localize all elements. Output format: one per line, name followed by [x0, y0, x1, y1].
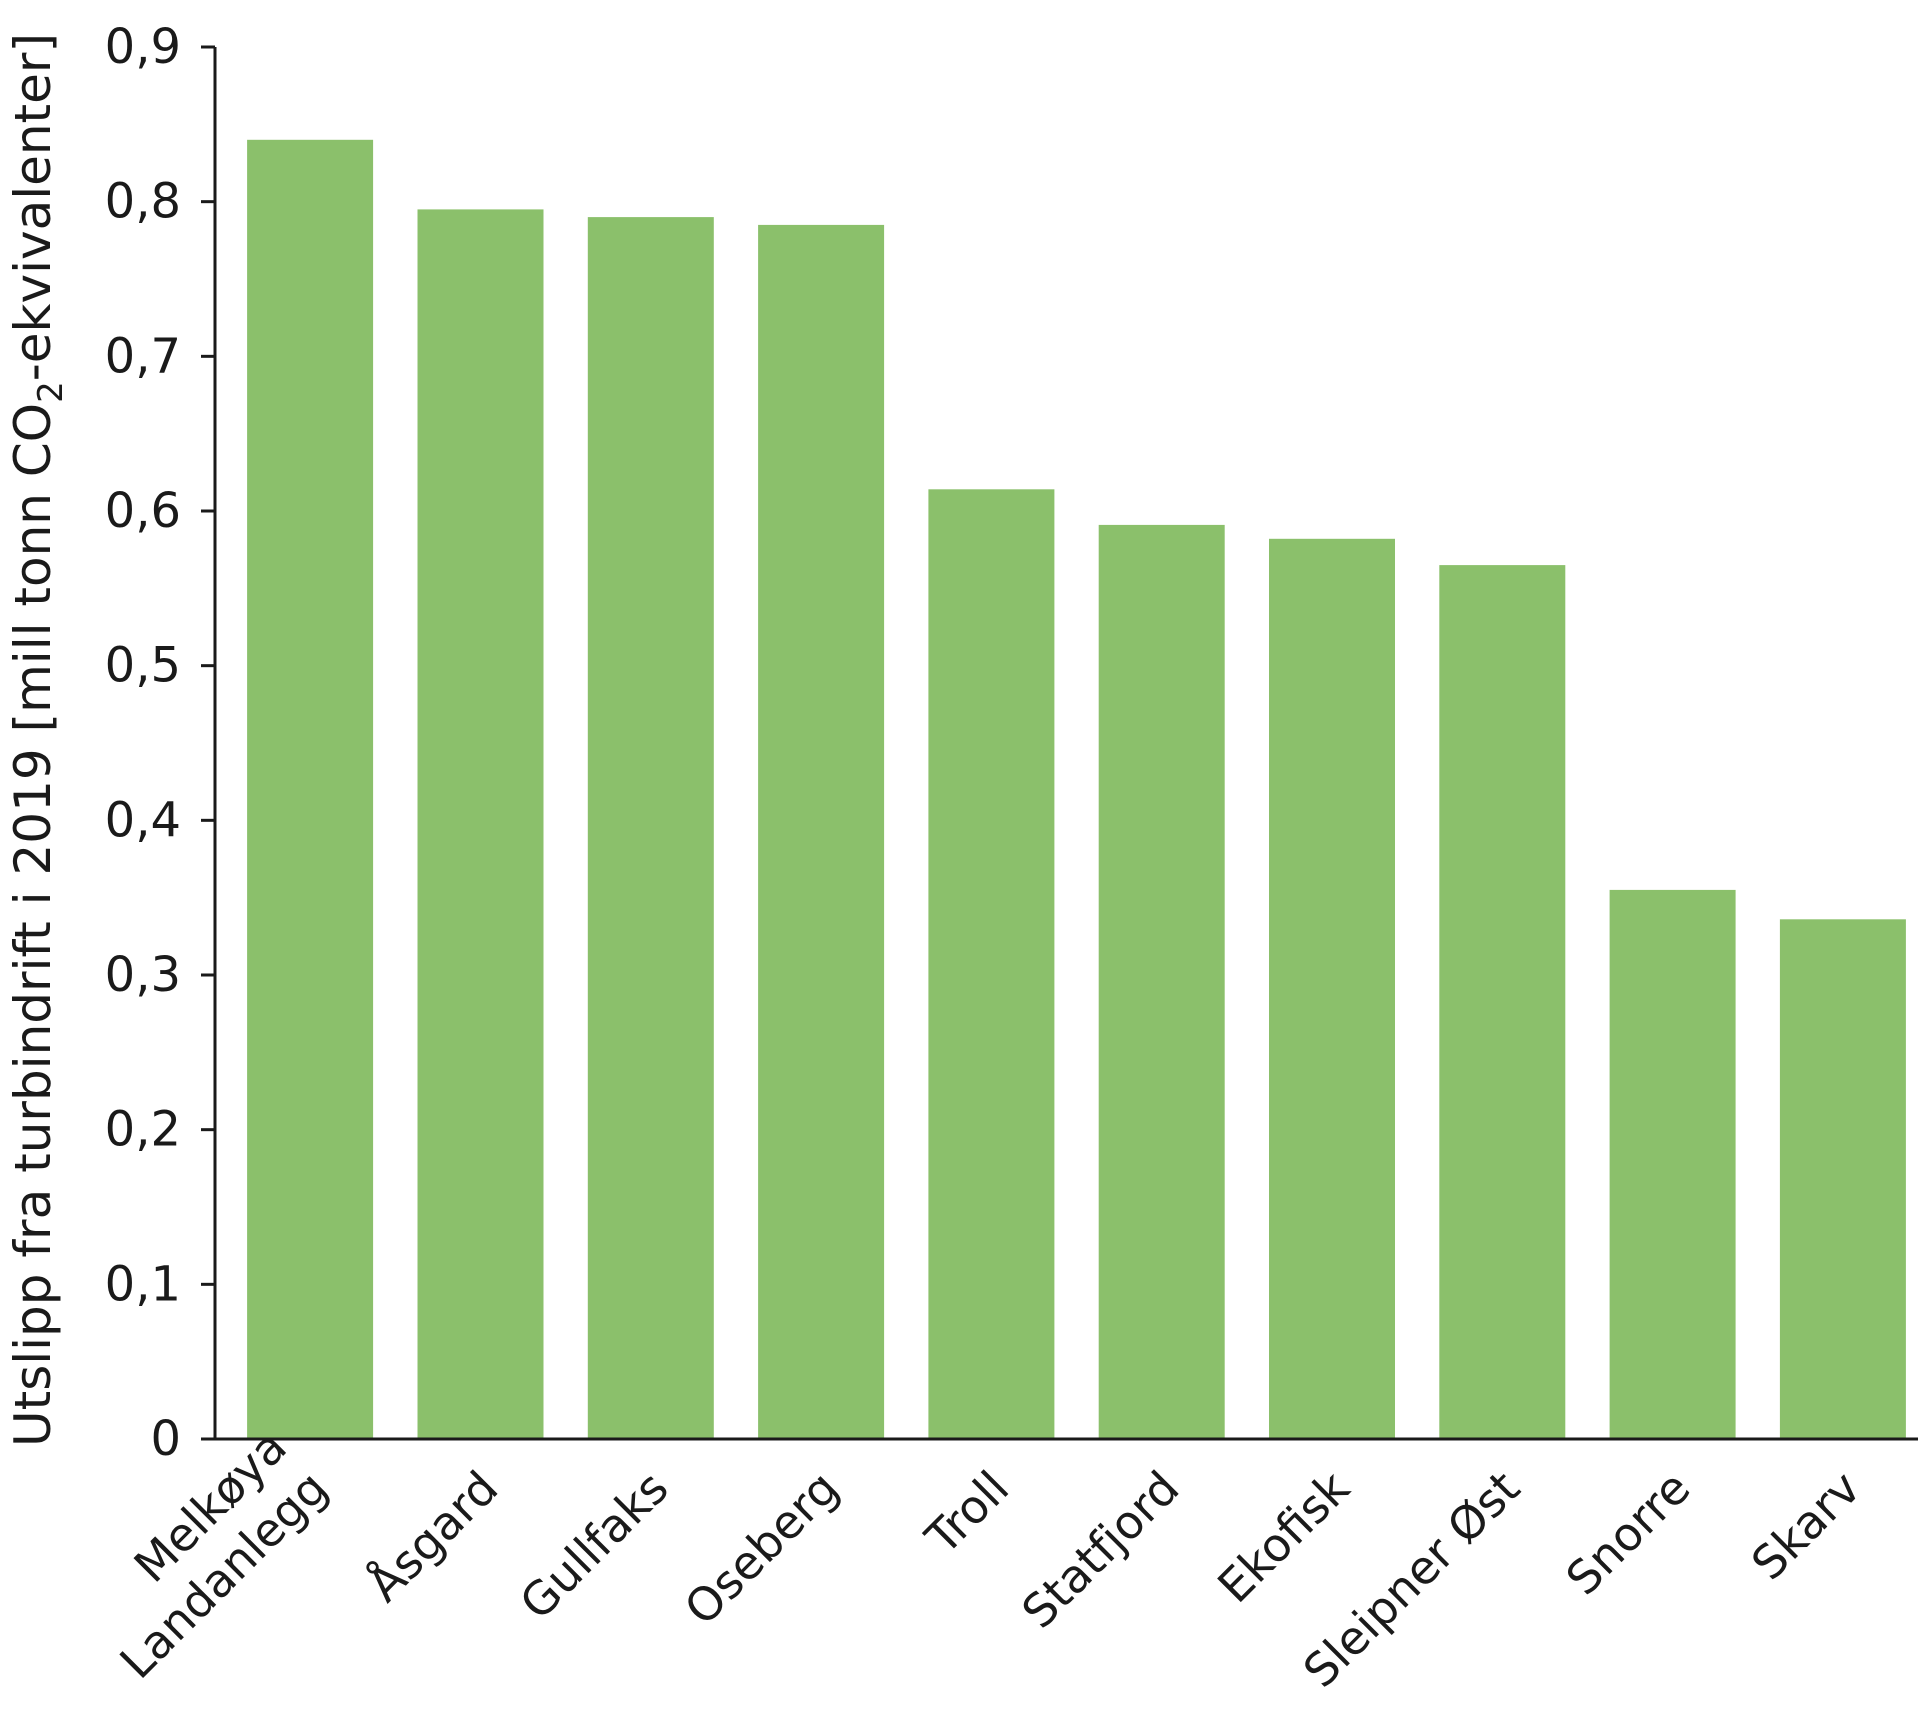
y-tick-label-0: 0 [150, 1411, 181, 1467]
bar-7 [1439, 565, 1566, 1439]
bar-3 [758, 224, 885, 1439]
y-tick-label-7: 0,7 [105, 328, 181, 384]
x-tick-label-2: Gullfaks [509, 1461, 678, 1630]
x-tick-label-line: Åsgard [357, 1461, 508, 1612]
x-tick-label-line: Statfjord [1011, 1461, 1189, 1639]
x-tick-label-line: Gullfaks [509, 1461, 678, 1630]
x-tick-label-line: Skarv [1741, 1461, 1871, 1591]
x-tick-label-line: Oseberg [674, 1461, 849, 1636]
x-tick-label-0: MelkøyaLandanlegg [68, 1420, 337, 1689]
y-axis: 0 0,1 0,2 0,3 0,4 0,5 0,6 0,7 0,8 0,9 [105, 19, 217, 1467]
bar-8 [1609, 889, 1736, 1439]
x-tick-label-line: Troll [915, 1461, 1020, 1566]
bar-0 [247, 139, 374, 1439]
bar-9 [1779, 919, 1906, 1439]
bars [247, 139, 1906, 1440]
y-tick-label-1: 0,1 [105, 1256, 181, 1312]
y-tick-label-5: 0,5 [105, 638, 181, 694]
bar-1 [417, 209, 544, 1439]
x-tick-label-8: Snorre [1556, 1461, 1701, 1606]
x-tick-label-4: Troll [915, 1461, 1020, 1566]
x-tick-label-9: Skarv [1741, 1461, 1871, 1591]
y-axis-title-prefix: Utslipp fra turbindrift i 2019 [mill ton… [4, 403, 62, 1447]
y-tick-label-8: 0,8 [105, 174, 181, 230]
y-axis-title: Utslipp fra turbindrift i 2019 [mill ton… [4, 33, 71, 1447]
x-tick-label-6: Ekofisk [1207, 1460, 1360, 1613]
y-tick-label-9: 0,9 [105, 19, 181, 75]
y-tick-label-6: 0,6 [105, 483, 181, 539]
x-tick-label-3: Oseberg [674, 1461, 849, 1636]
y-tick-label-3: 0,3 [105, 947, 181, 1003]
y-tick-label-4: 0,4 [105, 792, 181, 848]
x-tick-label-line: Snorre [1556, 1461, 1701, 1606]
y-tick-label-2: 0,2 [105, 1102, 181, 1158]
bar-2 [587, 217, 714, 1440]
y-axis-title-subscript: 2 [31, 381, 71, 403]
y-axis-title-suffix: -ekvivalenter] [4, 33, 62, 381]
bar-5 [1098, 524, 1225, 1439]
bar-4 [928, 489, 1055, 1439]
x-tick-label-1: Åsgard [357, 1461, 508, 1612]
x-tick-label-line: Ekofisk [1207, 1460, 1360, 1613]
x-tick-label-5: Statfjord [1011, 1461, 1189, 1639]
bar-6 [1269, 538, 1395, 1439]
